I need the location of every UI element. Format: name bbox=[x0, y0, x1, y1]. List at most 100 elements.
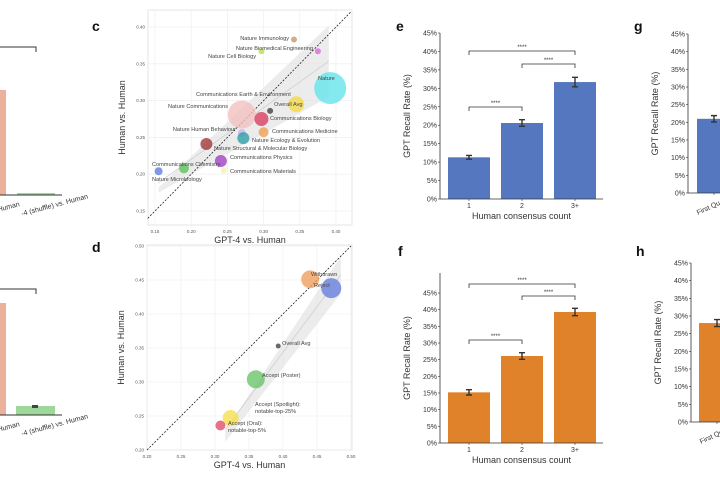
point-label-line: Accept (Oral): bbox=[228, 421, 263, 427]
x-tick-label: 2 bbox=[520, 447, 524, 454]
point bbox=[254, 112, 269, 126]
y-tick-label: 35% bbox=[674, 296, 688, 303]
y-axis-label: Human vs. Human bbox=[117, 80, 127, 155]
x-tick-label: 0.40 bbox=[332, 229, 341, 234]
diagonal-line bbox=[146, 245, 352, 451]
point-label: Overall Avg bbox=[282, 341, 311, 347]
scatter-chart-c: 0.15 0.20 0.25 0.30 0.35 0.40 0.15 0.20 0.25 0.30… bbox=[117, 9, 353, 245]
point-label: Communications Physics bbox=[230, 155, 293, 161]
confidence-band bbox=[225, 256, 341, 442]
y-tick-label: 0.30 bbox=[135, 380, 144, 385]
xtick-human: Human bbox=[0, 421, 21, 434]
bar bbox=[448, 157, 490, 199]
panel-label-e: e bbox=[396, 18, 404, 34]
significance-label: **** bbox=[544, 290, 554, 296]
significance-label: **** bbox=[491, 101, 501, 107]
significance-label: **** bbox=[517, 278, 527, 284]
x-tick-label: 0.40 bbox=[279, 454, 288, 459]
point-label: Reject bbox=[314, 283, 330, 289]
y-tick-label: 20% bbox=[674, 349, 688, 356]
y-tick-label: 40% bbox=[671, 49, 685, 56]
y-tick-label: 10% bbox=[671, 155, 685, 162]
x-tick-label: First Qu bbox=[699, 429, 720, 446]
x-tick-label: 0.25 bbox=[223, 229, 232, 234]
y-tick-label: 0.45 bbox=[135, 278, 144, 283]
error-bar bbox=[519, 118, 525, 128]
y-tick-label: 25% bbox=[423, 357, 437, 364]
point-label: Nature bbox=[318, 76, 335, 82]
error-bar bbox=[466, 154, 472, 160]
y-tick-label: 40% bbox=[423, 49, 437, 56]
y-tick-label: 0.50 bbox=[135, 244, 144, 249]
y-tick-label: 5% bbox=[675, 173, 685, 180]
y-axis-label: GPT Recall Rate (%) bbox=[653, 301, 663, 385]
y-tick-label: 20% bbox=[671, 120, 685, 127]
significance-bracket bbox=[521, 295, 576, 300]
panel-label-h: h bbox=[636, 243, 645, 259]
point bbox=[154, 167, 163, 176]
bar bbox=[554, 82, 596, 199]
y-tick-label: 15% bbox=[423, 391, 437, 398]
bar-chart-g: 0%5%10%15%20%25%30%35%40%45%First QuHuGP… bbox=[650, 32, 720, 217]
error-bar bbox=[711, 114, 717, 123]
point-label: Accept (Spotlight): notable-top-25% bbox=[255, 402, 301, 415]
x-tick-label: 2 bbox=[520, 203, 524, 210]
bar-chart-e: 0% 5% 10% 15% 20% 25% 30% 35% 40% 45% 1 2 3+ **** ****… bbox=[402, 31, 603, 221]
point-label: Accept (Poster) bbox=[262, 373, 301, 379]
point-label: Nature Ecology & Evolution bbox=[252, 138, 320, 144]
bar-chart-f: 0% 5% 10% 15% 20% 25% 30% 35% 40% 45% 1 2 3+ **** ****… bbox=[402, 273, 603, 465]
point-label: Nature Biomedical Engineering bbox=[236, 46, 313, 52]
x-tick-label: 1 bbox=[467, 447, 471, 454]
y-tick-label: 0.40 bbox=[136, 25, 145, 30]
point-label: Communications Medicine bbox=[272, 129, 338, 135]
panel-label-d: d bbox=[92, 239, 101, 255]
xtick-human: Human bbox=[0, 201, 21, 214]
point bbox=[215, 420, 226, 431]
y-tick-label: 25% bbox=[671, 102, 685, 109]
y-tick-label: 25% bbox=[674, 331, 688, 338]
error-bar bbox=[714, 318, 720, 328]
point bbox=[291, 36, 298, 43]
point-label: Nature Communications bbox=[168, 104, 228, 110]
panel-label-f: f bbox=[398, 243, 403, 259]
error-bar bbox=[572, 307, 578, 317]
point bbox=[321, 278, 342, 299]
point bbox=[314, 72, 347, 105]
y-tick-label: 45% bbox=[423, 31, 437, 38]
point-label: Withdrawn bbox=[311, 272, 337, 278]
point bbox=[314, 48, 321, 55]
y-tick-label: 35% bbox=[423, 324, 437, 331]
y-tick-label: 45% bbox=[674, 261, 688, 268]
left-partial-top: Human -4 (shuffle) vs. Human bbox=[0, 46, 89, 218]
y-tick-label: 5% bbox=[427, 178, 437, 185]
point bbox=[288, 96, 305, 113]
point-label: Communications Materials bbox=[230, 169, 296, 175]
y-tick-label: 0.25 bbox=[136, 135, 145, 140]
point bbox=[178, 163, 189, 174]
point bbox=[275, 343, 281, 349]
y-tick-label: 0.35 bbox=[135, 346, 144, 351]
y-tick-label: 20% bbox=[423, 374, 437, 381]
point-label: Accept (Oral): notable-top-5% bbox=[228, 421, 266, 434]
y-tick-label: 0% bbox=[427, 441, 437, 448]
y-tick-label: 40% bbox=[674, 278, 688, 285]
y-tick-label: 35% bbox=[671, 67, 685, 74]
y-tick-label: 0.15 bbox=[136, 209, 145, 214]
point bbox=[301, 270, 320, 289]
point bbox=[200, 138, 213, 151]
x-tick-label: 0.30 bbox=[259, 229, 268, 234]
x-tick-label: 0.35 bbox=[245, 454, 254, 459]
y-axis-label: GPT Recall Rate (%) bbox=[402, 316, 412, 400]
point-label-line: notable-top-25% bbox=[255, 409, 296, 415]
bar bbox=[501, 123, 543, 199]
point-label: Nature Structural & Molecular Biology bbox=[214, 146, 307, 152]
point bbox=[222, 410, 239, 427]
point bbox=[237, 132, 250, 145]
x-tick-label: 0.30 bbox=[211, 454, 220, 459]
y-tick-label: 15% bbox=[674, 367, 688, 374]
scatter-chart-d: 0.20 0.25 0.30 0.35 0.40 0.45 0.50 0.20 0.25 0.30… bbox=[116, 244, 356, 471]
bar bbox=[697, 118, 720, 193]
x-axis-label: Human consensus count bbox=[472, 211, 572, 221]
x-tick-label: First Qu bbox=[696, 200, 720, 217]
